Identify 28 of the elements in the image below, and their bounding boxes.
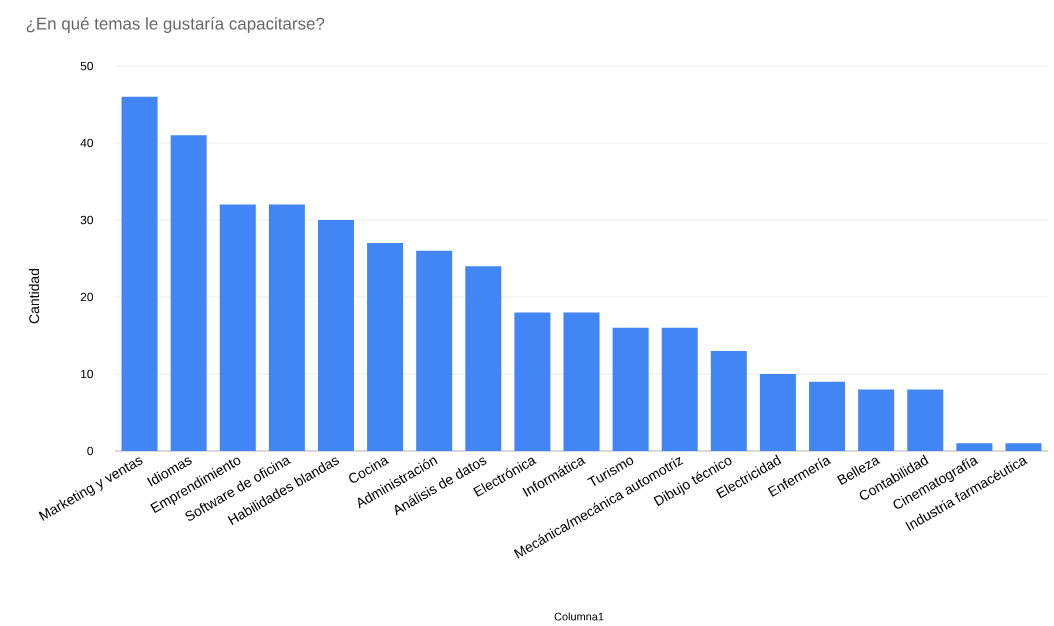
- bar: [317, 220, 354, 451]
- chart-title: ¿En qué temas le gustaría capacitarse?: [26, 17, 325, 33]
- bar: [858, 389, 895, 451]
- bar: [121, 96, 158, 451]
- bar: [514, 312, 551, 451]
- bar: [219, 204, 256, 451]
- y-tick-label: 40: [80, 138, 94, 148]
- y-tick-label: 50: [80, 61, 94, 71]
- y-tick-label: 30: [80, 215, 94, 225]
- x-axis-title: Columna1: [554, 612, 604, 621]
- bar: [563, 312, 600, 451]
- bar: [612, 327, 649, 451]
- y-tick-label: 0: [87, 446, 94, 456]
- bar: [416, 250, 453, 451]
- bar: [465, 266, 502, 451]
- bar: [661, 327, 698, 451]
- bar: [1005, 443, 1042, 451]
- y-axis-title: Cantidad: [28, 268, 40, 324]
- bar: [170, 135, 207, 451]
- y-tick-label: 10: [81, 369, 94, 379]
- bar: [367, 243, 404, 451]
- y-tick-label: 20: [80, 292, 94, 302]
- bar: [809, 381, 846, 451]
- bar: [268, 204, 305, 451]
- bar: [710, 350, 747, 451]
- bar: [956, 443, 993, 451]
- bar: [907, 389, 944, 451]
- bar: [759, 374, 796, 451]
